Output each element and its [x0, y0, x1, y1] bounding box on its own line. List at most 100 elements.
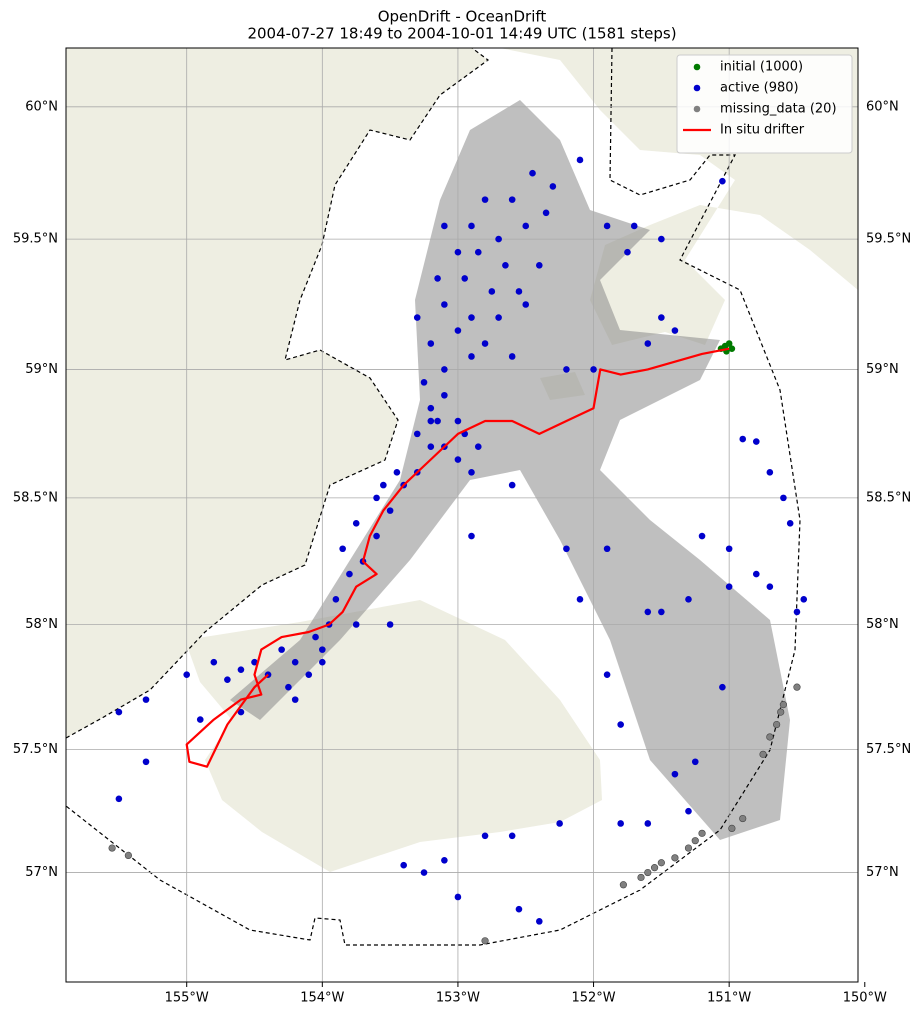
particle	[319, 646, 326, 653]
particle	[725, 545, 733, 553]
x-tick-label: 154°W	[300, 991, 344, 1006]
particle	[183, 671, 190, 678]
particle	[671, 854, 679, 862]
particle	[420, 869, 428, 876]
particle	[739, 814, 747, 823]
particle	[488, 288, 496, 295]
particle	[619, 881, 627, 889]
particle	[495, 235, 502, 243]
particle	[468, 314, 475, 321]
particle	[454, 893, 462, 901]
particle	[691, 758, 699, 766]
particle	[427, 404, 435, 412]
particle	[481, 832, 489, 840]
plot-area	[66, 48, 858, 982]
particle	[305, 671, 313, 678]
particle	[474, 443, 482, 451]
particle	[468, 532, 475, 540]
particle	[549, 183, 557, 190]
y-tick-label: 57.5°N	[866, 742, 911, 757]
particle	[502, 262, 509, 269]
particle	[684, 844, 693, 852]
particle	[481, 937, 489, 945]
particle	[373, 532, 380, 540]
particle	[441, 222, 448, 230]
particle	[658, 314, 665, 321]
legend: initial (1000) active (980) missing_data (…	[676, 54, 853, 154]
particle	[522, 301, 530, 308]
particle	[508, 353, 516, 360]
particle	[725, 340, 733, 347]
y-tick-label: 59.5°N	[13, 232, 58, 247]
trajectory-plume	[230, 100, 790, 840]
particle	[739, 435, 747, 443]
particle	[658, 235, 665, 243]
particle	[685, 807, 692, 815]
particle	[793, 683, 801, 691]
particle	[515, 905, 523, 913]
particle	[563, 545, 570, 553]
x-tick-label: 152°W	[571, 991, 615, 1006]
particle	[291, 658, 299, 666]
particle	[210, 658, 218, 666]
particle	[413, 430, 421, 438]
particle	[441, 366, 448, 373]
y-tick-label: 59°N	[25, 362, 58, 377]
particle	[725, 583, 733, 591]
particle	[773, 720, 781, 729]
particle	[291, 696, 299, 703]
y-tick-label: 58.5°N	[13, 490, 58, 505]
drifter-track	[185, 347, 730, 768]
particle	[468, 469, 475, 476]
particle	[108, 844, 116, 852]
y-tick-label: 59°N	[866, 362, 899, 377]
land	[185, 600, 602, 872]
particle	[319, 658, 326, 666]
particle	[630, 222, 638, 230]
particle	[644, 608, 652, 616]
particle	[576, 596, 584, 603]
legend-label: In situ drifter	[720, 123, 805, 138]
particle	[563, 366, 570, 373]
particle	[508, 196, 516, 203]
particle	[413, 314, 421, 321]
particle	[515, 288, 523, 295]
particle	[508, 832, 516, 840]
particle	[786, 520, 794, 527]
particle	[393, 469, 401, 476]
particle	[536, 262, 543, 269]
x-tick-label: 150°W	[843, 991, 887, 1006]
particle	[420, 379, 428, 386]
particle	[658, 608, 665, 616]
particle	[454, 327, 462, 334]
land	[66, 48, 488, 738]
particle	[386, 621, 394, 628]
particle	[759, 750, 767, 758]
y-tick-label: 60°N	[866, 99, 899, 114]
particle	[196, 716, 204, 723]
particle	[312, 633, 319, 641]
particle	[617, 820, 624, 827]
chart-title: OpenDrift - OceanDrift	[378, 8, 547, 26]
particle	[576, 156, 584, 164]
particle	[752, 438, 760, 445]
particle	[728, 824, 736, 833]
legend-swatch	[693, 105, 701, 113]
particle	[427, 443, 435, 451]
particle	[650, 864, 659, 872]
particle	[777, 708, 785, 716]
legend-label: missing_data (20)	[720, 102, 837, 117]
particle	[461, 275, 469, 282]
y-tick-label: 59.5°N	[866, 232, 911, 247]
particle	[454, 417, 462, 425]
particle	[495, 314, 502, 321]
particle	[556, 820, 563, 827]
legend-swatch	[693, 84, 701, 92]
particle	[644, 820, 652, 827]
particle	[637, 873, 645, 882]
particle	[285, 683, 292, 691]
particle	[603, 671, 611, 678]
particle	[373, 494, 380, 502]
